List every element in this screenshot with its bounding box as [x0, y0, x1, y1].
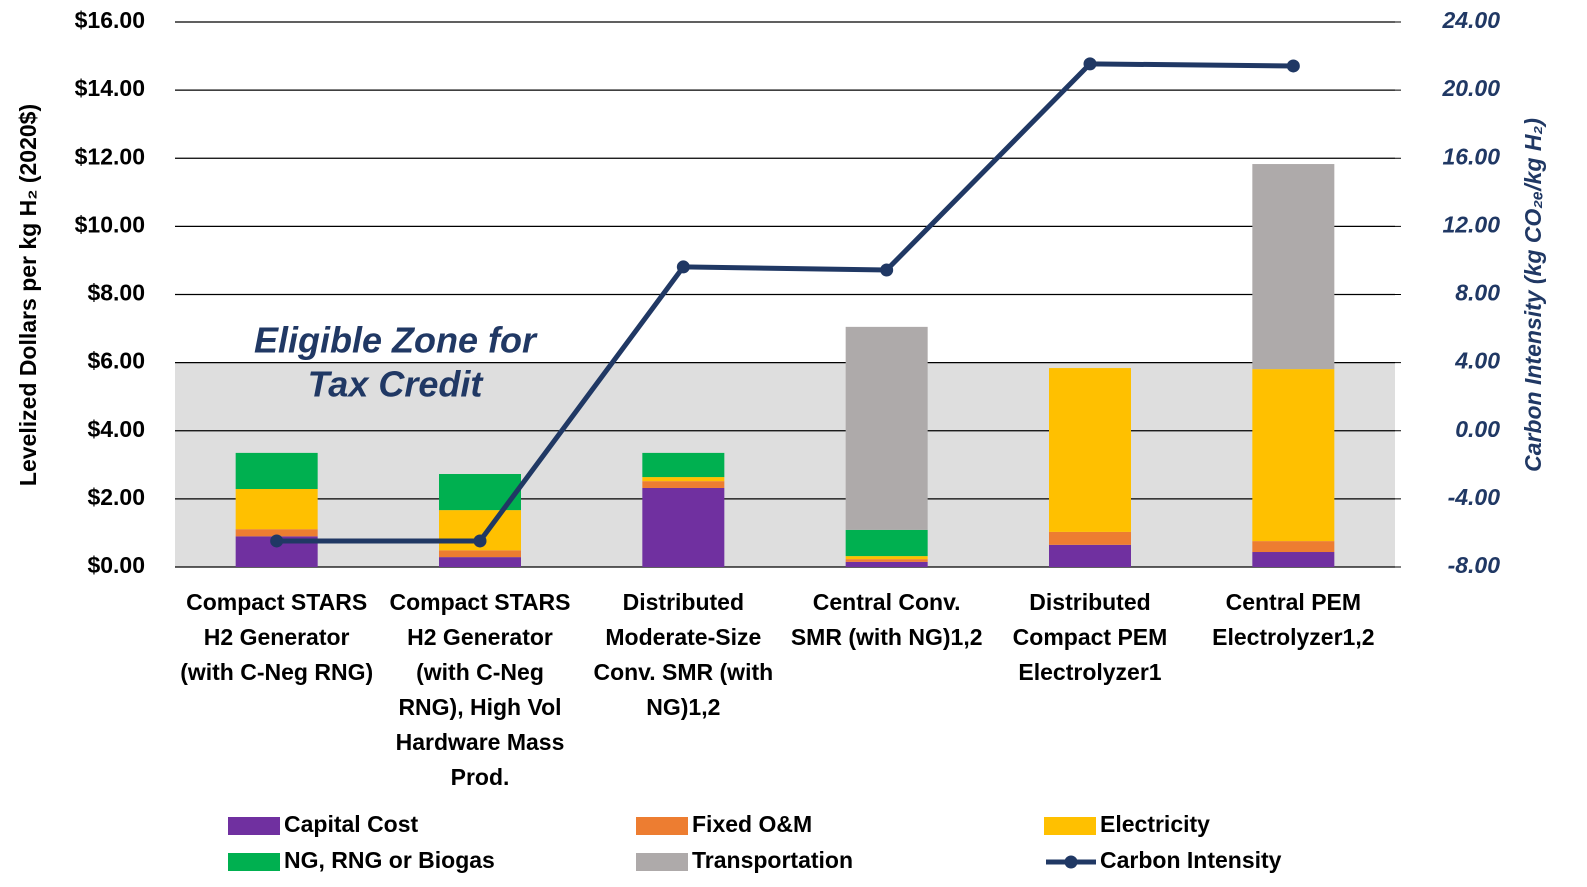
bar-segment	[845, 556, 928, 560]
y2-tick-label: 4.00	[1454, 348, 1500, 374]
y2-tick-label: -4.00	[1448, 484, 1501, 510]
line-marker	[880, 263, 894, 277]
bar-segment	[1252, 369, 1335, 542]
x-tick-line: Hardware Mass	[396, 729, 565, 755]
y2-tick-label: 24.00	[1441, 7, 1500, 33]
legend-label: Capital Cost	[284, 811, 419, 837]
y2-axis-label: Carbon Intensity (kg CO₂ₑ/kg H₂)	[1520, 118, 1546, 472]
x-tick-line: Distributed	[1029, 589, 1150, 615]
legend-swatch	[228, 817, 280, 835]
y-tick-label: $14.00	[75, 75, 145, 101]
legend-label: Transportation	[692, 847, 853, 873]
y2-tick-label: 8.00	[1455, 280, 1500, 306]
legend-label: Fixed O&M	[692, 811, 812, 837]
y2-tick-label: -8.00	[1448, 552, 1501, 578]
x-tick-line: (with C-Neg RNG)	[180, 659, 373, 685]
bar-segment	[642, 481, 725, 488]
x-tick-line: NG)1,2	[646, 694, 720, 720]
legend-marker	[1064, 855, 1078, 869]
bar-segment	[1049, 544, 1131, 567]
y-tick-label: $6.00	[87, 348, 145, 374]
x-tick-line: Electrolyzer1	[1018, 659, 1161, 685]
y-tick-label: $16.00	[75, 7, 145, 33]
bar-segment	[235, 529, 318, 537]
x-tick-line: Compact PEM	[1013, 624, 1168, 650]
line-series	[276, 61, 1294, 544]
x-tick-line: Central PEM	[1226, 589, 1361, 615]
x-tick-line: H2 Generator	[204, 624, 350, 650]
y-tick-label: $12.00	[75, 143, 145, 169]
y2-tick-label: 0.00	[1455, 416, 1500, 442]
bar-segment	[1252, 541, 1335, 553]
line-marker	[270, 534, 284, 548]
line-marker	[1286, 59, 1300, 73]
x-tick-line: Moderate-Size	[605, 624, 761, 650]
y-tick-label: $2.00	[87, 484, 145, 510]
bar-segment	[1252, 552, 1335, 567]
bar-segment	[235, 488, 318, 530]
bar-segment	[845, 326, 928, 530]
line-marker	[676, 260, 690, 274]
line-marker	[473, 534, 487, 548]
x-tick-line: Compact STARS	[186, 589, 367, 615]
x-tick-label: Compact STARS H2 Generator (with C-Neg RNG…	[180, 589, 373, 685]
bar-segment	[1049, 368, 1131, 532]
legend-label: Carbon Intensity	[1100, 847, 1282, 873]
legend-swatch	[228, 853, 280, 871]
x-tick-line: Conv. SMR (with	[593, 659, 773, 685]
bar-segment	[1049, 531, 1131, 545]
legend-label: Electricity	[1100, 811, 1210, 837]
x-tick-label: Compact STARS H2 Generator (with C-Neg RNG)…	[389, 589, 570, 790]
x-tick-line: SMR (with NG)1,2	[791, 624, 983, 650]
bar-segment	[439, 550, 521, 558]
bar-segment	[235, 452, 318, 489]
bar-segment	[439, 557, 521, 567]
legend-swatch	[636, 853, 688, 871]
y-axis-label: Levelized Dollars per kg H₂ (2020$)	[15, 104, 41, 486]
legend-swatch	[1044, 817, 1096, 835]
zone-label: Tax Credit	[308, 364, 485, 405]
x-tick-label: Distributed Moderate-Size Conv. SMR (with N…	[593, 589, 773, 720]
x-tick-label: Central Conv. SMR (with NG)1,2	[791, 589, 983, 650]
y2-tick-label: 20.00	[1441, 75, 1500, 101]
x-tick-line: Compact STARS	[389, 589, 570, 615]
y-tick-label: $0.00	[87, 552, 145, 578]
bar-segment	[845, 529, 928, 557]
y2-tick-label: 16.00	[1442, 143, 1500, 169]
y-tick-label: $8.00	[87, 280, 145, 306]
x-tick-line: RNG), High Vol	[398, 694, 561, 720]
y-tick-label: $10.00	[75, 211, 145, 237]
bar-segment	[845, 561, 928, 567]
bar-segment	[1252, 164, 1335, 370]
zone-label: Eligible Zone for	[254, 320, 538, 361]
x-tick-line: (with C-Neg	[416, 659, 544, 685]
x-tick-line: Prod.	[451, 764, 510, 790]
y2-tick-label: 12.00	[1442, 211, 1500, 237]
bar-segment	[642, 487, 725, 567]
x-tick-label: Central PEM Electrolyzer1,2	[1212, 589, 1374, 650]
bar-segment	[642, 452, 725, 478]
x-tick-line: Central Conv.	[813, 589, 961, 615]
y-tick-label: $4.00	[87, 416, 145, 442]
bar-segment	[845, 559, 928, 562]
legend-swatch	[636, 817, 688, 835]
x-tick-line: Electrolyzer1,2	[1212, 624, 1374, 650]
x-tick-line: Distributed	[623, 589, 744, 615]
line-marker	[1083, 57, 1097, 71]
eligible-zone	[175, 362, 1395, 567]
legend-label: NG, RNG or Biogas	[284, 847, 495, 873]
x-tick-label: Distributed Compact PEM Electrolyzer1	[1013, 589, 1168, 685]
bar-segment	[642, 477, 725, 482]
x-tick-line: H2 Generator	[407, 624, 553, 650]
